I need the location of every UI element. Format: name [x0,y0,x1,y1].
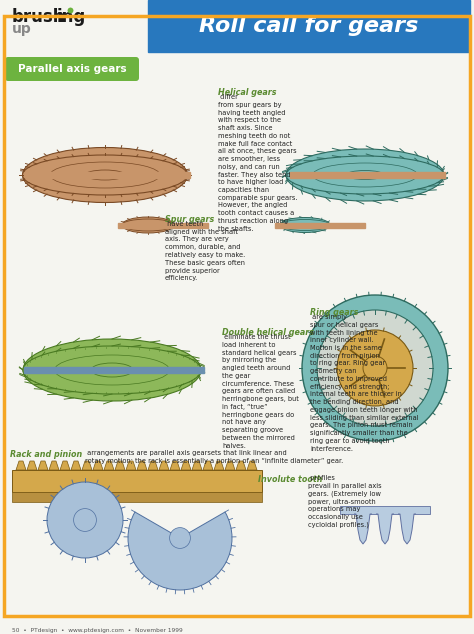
Ellipse shape [286,149,444,201]
Circle shape [337,330,413,406]
Text: eliminate the thrust
load inherent to
standard helical gears
by mirroring the
an: eliminate the thrust load inherent to st… [222,334,299,448]
Circle shape [47,482,123,558]
Bar [148,0,470,52]
Polygon shape [137,461,147,470]
Wedge shape [128,512,232,590]
Polygon shape [376,514,394,544]
Polygon shape [159,461,169,470]
Circle shape [170,527,191,548]
Text: Roll call for gears: Roll call for gears [199,16,419,36]
Polygon shape [354,514,372,544]
Ellipse shape [280,217,330,233]
Text: Spur gears: Spur gears [165,215,214,224]
Polygon shape [181,461,191,470]
Ellipse shape [22,148,188,202]
Ellipse shape [346,171,384,179]
Polygon shape [104,461,114,470]
Ellipse shape [23,339,201,401]
Polygon shape [38,461,48,470]
Ellipse shape [122,219,174,231]
Polygon shape [16,461,26,470]
Polygon shape [170,461,180,470]
Text: Helical gears: Helical gears [218,88,276,97]
Bar [290,172,445,178]
Polygon shape [49,461,59,470]
Text: arrangements are parallel axis gearsets that link linear and
rotary motion; the : arrangements are parallel axis gearsets … [85,450,343,463]
Text: Involute tooth: Involute tooth [258,475,322,484]
Polygon shape [126,461,136,470]
Bar [118,223,208,228]
Text: ing: ing [57,8,86,26]
Circle shape [302,295,448,441]
Text: Rack and pinion: Rack and pinion [10,450,82,459]
Bar [12,470,262,492]
Polygon shape [71,461,81,470]
Ellipse shape [85,170,125,180]
Polygon shape [214,461,224,470]
Bar [12,492,262,502]
Polygon shape [115,461,125,470]
Text: profiles
prevail in parallel axis
gears. (Extremely low
power, ultra-smooth
oper: profiles prevail in parallel axis gears.… [308,475,382,529]
Polygon shape [148,461,158,470]
Polygon shape [203,461,213,470]
Text: brush: brush [12,8,65,26]
Bar [340,506,430,514]
Polygon shape [82,461,92,470]
Ellipse shape [91,363,133,377]
Text: are simply
spur or helical gears
with teeth lining the
inner cylinder wall.
Moti: are simply spur or helical gears with te… [310,314,419,452]
Bar [24,367,204,373]
Circle shape [73,508,96,531]
Text: Double helical gears: Double helical gears [222,328,314,337]
Ellipse shape [23,346,201,394]
Text: 50  •  PTdesign  •  www.ptdesign.com  •  November 1999: 50 • PTdesign • www.ptdesign.com • Novem… [12,628,183,633]
Bar [30,172,190,178]
Polygon shape [247,461,257,470]
Ellipse shape [22,155,188,195]
Circle shape [317,310,433,426]
Ellipse shape [286,156,444,194]
Polygon shape [192,461,202,470]
Circle shape [363,356,387,380]
Text: differ
from spur gears by
having teeth angled
with respect to the
shaft axis. Si: differ from spur gears by having teeth a… [218,94,298,232]
Ellipse shape [122,217,174,233]
Text: Parallel axis gears: Parallel axis gears [18,64,126,74]
Ellipse shape [280,219,330,231]
Text: Ring gears: Ring gears [310,308,358,317]
Polygon shape [27,461,37,470]
FancyBboxPatch shape [5,57,139,81]
Polygon shape [60,461,70,470]
Polygon shape [236,461,246,470]
Polygon shape [225,461,235,470]
Text: up: up [12,22,32,36]
Text: have teeth
aligned with the shaft
axis. They are very
common, durable, and
relat: have teeth aligned with the shaft axis. … [165,221,245,281]
Polygon shape [93,461,103,470]
Polygon shape [398,514,416,544]
Bar [275,223,365,228]
